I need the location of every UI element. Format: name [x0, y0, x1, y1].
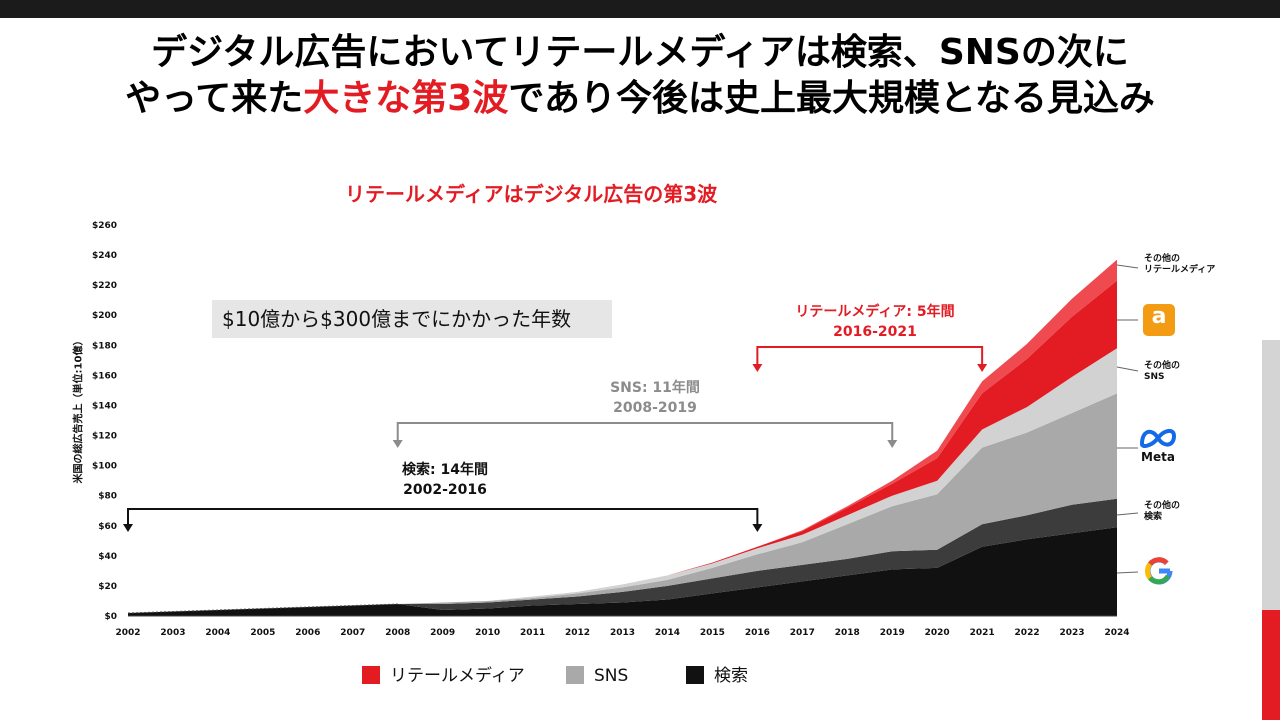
label-other-retail: その他の リテールメディア [1144, 254, 1215, 276]
label-other-retail-line2: リテールメディア [1144, 265, 1216, 275]
x-tick-label: 2010 [475, 628, 500, 638]
x-tick-label: 2013 [610, 628, 635, 638]
page-title: デジタル広告においてリテールメディアは検索、SNSの次に やって来た大きな第3波… [0, 30, 1280, 122]
legend-item-sns: SNS [566, 664, 628, 688]
y-tick-label: $200 [92, 311, 117, 321]
legend-label-sns: SNS [594, 666, 629, 686]
meta-logo-icon: Meta [1138, 426, 1182, 466]
sns-bracket [396, 422, 894, 440]
side-connector-0 [1116, 264, 1139, 269]
legend-swatch-search [686, 666, 704, 684]
y-tick-label: $20 [98, 582, 117, 592]
sns-arrow [887, 440, 898, 448]
y-tick-label: $260 [92, 221, 117, 231]
x-tick-label: 2011 [520, 628, 545, 638]
x-tick-label: 2005 [250, 628, 275, 638]
label-other-sns: その他の SNS [1144, 361, 1180, 383]
sns-annotation-range: 2008-2019 [613, 400, 697, 416]
y-tick-label: $160 [92, 371, 117, 381]
legend-item-search: 検索 [686, 664, 748, 688]
x-tick-label: 2016 [745, 628, 770, 638]
search-annotation-range: 2002-2016 [403, 482, 487, 498]
legend-item-retail: リテールメディア [362, 664, 525, 688]
search-annotation-label: 検索: 14年間 [402, 462, 488, 478]
label-other-search: その他の 検索 [1144, 501, 1180, 523]
legend-label-retail: リテールメディア [390, 666, 525, 686]
retail-annotation-range: 2016-2021 [833, 324, 917, 340]
y-tick-label: $100 [92, 462, 117, 472]
title-line-1: デジタル広告においてリテールメディアは検索、SNSの次に [151, 32, 1129, 73]
sns-annotation-label: SNS: 11年間 [610, 380, 700, 396]
side-connector-2 [1116, 366, 1139, 372]
label-other-retail-line1: その他の [1144, 254, 1181, 264]
y-tick-label: $120 [92, 432, 117, 442]
x-tick-label: 2015 [700, 628, 725, 638]
x-tick-label: 2020 [925, 628, 950, 638]
early-search-dotted-line [127, 603, 398, 614]
sns-arrow [392, 440, 403, 448]
retail-annotation-label: リテールメディア: 5年間 [795, 304, 955, 320]
chart-title: リテールメディアはデジタル広告の第3波 [345, 182, 718, 206]
x-tick-label: 2004 [205, 628, 230, 638]
x-tick-label: 2007 [340, 628, 365, 638]
search-annotation: 検索: 14年間 2002-2016 [360, 460, 530, 500]
y-tick-label: $240 [92, 251, 117, 261]
meta-logo-text: Meta [1141, 450, 1175, 464]
x-tick-label: 2012 [565, 628, 590, 638]
area-series-2 [128, 393, 1117, 613]
sns-annotation: SNS: 11年間 2008-2019 [570, 378, 740, 418]
decor-stripe-gray [1262, 340, 1280, 610]
retail-arrow [752, 364, 763, 372]
x-tick-label: 2017 [790, 628, 815, 638]
y-tick-label: $0 [104, 612, 117, 622]
y-tick-label: $60 [98, 522, 117, 532]
legend-swatch-sns [566, 666, 584, 684]
y-tick-label: $180 [92, 341, 117, 351]
x-tick-label: 2014 [655, 628, 680, 638]
label-other-sns-line2: SNS [1144, 372, 1165, 382]
side-connector-5 [1116, 571, 1139, 574]
label-other-search-line1: その他の [1144, 501, 1181, 511]
label-other-search-line2: 検索 [1144, 512, 1163, 522]
search-arrow [123, 524, 133, 532]
y-axis-title: 米国の総広告売上（単位:10億） [73, 335, 85, 484]
y-tick-label: $80 [98, 492, 117, 502]
x-tick-label: 2002 [115, 628, 140, 638]
title-highlight: 大きな第3波 [303, 78, 509, 119]
search-arrow [752, 524, 763, 532]
side-connector-4 [1116, 512, 1139, 516]
y-tick-label: $140 [92, 401, 117, 411]
x-tick-label: 2003 [160, 628, 185, 638]
retail-annotation: リテールメディア: 5年間 2016-2021 [770, 302, 980, 342]
x-tick-label: 2009 [430, 628, 455, 638]
x-tick-label: 2018 [835, 628, 860, 638]
title-line-2-pre: やって来た [125, 78, 304, 119]
x-tick-label: 2021 [970, 628, 995, 638]
top-bar [0, 0, 1280, 18]
area-series-1 [128, 498, 1117, 613]
retail-arrow [977, 364, 988, 372]
years-note-box: $10億から$300億までにかかった年数 [212, 300, 612, 338]
retail-bracket [756, 346, 984, 364]
title-line-2: やって来た大きな第3波であり今後は史上最大規模となる見込み [0, 76, 1280, 122]
label-other-sns-line1: その他の [1144, 361, 1181, 371]
amazon-logo-icon: a [1143, 304, 1175, 336]
legend-swatch-retail [362, 666, 380, 684]
x-tick-label: 2006 [295, 628, 320, 638]
search-bracket [127, 508, 759, 524]
decor-stripe-red [1262, 610, 1280, 720]
x-tick-label: 2023 [1060, 628, 1085, 638]
x-tick-label: 2019 [880, 628, 905, 638]
x-tick-label: 2022 [1015, 628, 1040, 638]
x-tick-label: 2024 [1104, 628, 1129, 638]
title-line-2-post: であり今後は史上最大規模となる見込み [508, 78, 1155, 119]
legend-label-search: 検索 [714, 666, 748, 686]
x-tick-label: 2008 [385, 628, 410, 638]
google-logo-icon [1145, 557, 1173, 585]
y-tick-label: $220 [92, 281, 117, 291]
area-series-0 [128, 527, 1117, 616]
y-tick-label: $40 [98, 552, 117, 562]
